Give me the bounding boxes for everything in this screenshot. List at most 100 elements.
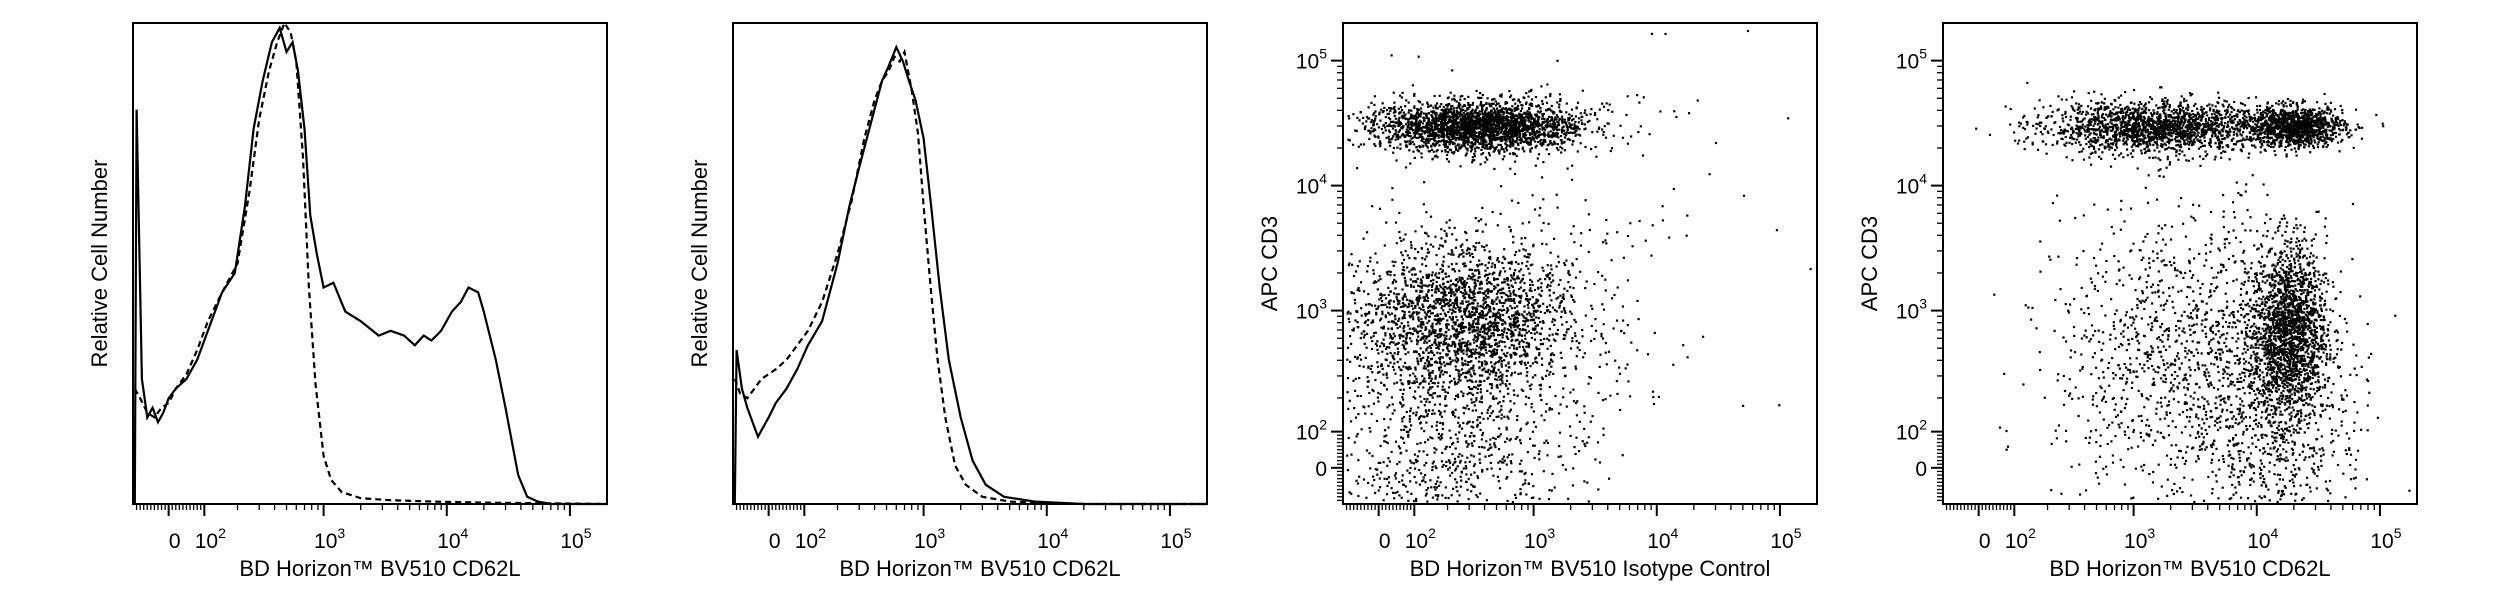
- scatter-point: [1438, 130, 1441, 134]
- scatter-point: [1512, 235, 1515, 238]
- scatter-point: [1444, 342, 1447, 345]
- scatter-point: [1516, 132, 1519, 135]
- scatter-point: [1574, 134, 1577, 137]
- scatter-point: [1459, 98, 1462, 101]
- scatter-point: [1557, 255, 1560, 258]
- scatter-point: [1483, 125, 1486, 128]
- scatter-point: [1478, 283, 1481, 286]
- scatter-point: [1502, 131, 1505, 134]
- scatter-point: [1574, 127, 1577, 130]
- scatter-point: [1428, 284, 1431, 287]
- scatter-point: [1502, 120, 1505, 123]
- scatter-point: [1431, 325, 1434, 328]
- scatter-point: [1463, 344, 1467, 347]
- scatter-point: [1487, 128, 1490, 131]
- scatter-point: [1453, 99, 1456, 102]
- x-tick-label: 102: [1405, 525, 1436, 553]
- scatter-point: [1519, 372, 1522, 375]
- scatter-point: [1454, 351, 1457, 354]
- scatter-point: [1431, 330, 1434, 333]
- scatter-point: [1424, 317, 1427, 320]
- scatter-point: [1523, 140, 1526, 144]
- scatter-point: [1521, 262, 1524, 265]
- scatter-point: [1509, 230, 1512, 233]
- scatter-point: [1430, 274, 1434, 277]
- scatter-point: [1374, 304, 1377, 307]
- scatter-point: [1522, 289, 1525, 293]
- scatter-point: [1455, 382, 1458, 385]
- scatter-point: [1463, 144, 1466, 147]
- scatter-point: [1488, 272, 1491, 275]
- scatter-point: [1524, 140, 1527, 143]
- scatter-point: [1472, 128, 1475, 131]
- scatter-point: [1439, 366, 1442, 369]
- scatter-point: [1381, 111, 1384, 114]
- scatter-point: [1575, 401, 1578, 405]
- scatter-point: [1376, 348, 1379, 351]
- scatter-point: [1454, 354, 1457, 357]
- scatter-point: [1513, 128, 1516, 131]
- scatter-point: [1502, 117, 1505, 120]
- scatter-point: [1480, 218, 1483, 221]
- scatter-point: [1471, 306, 1474, 309]
- scatter-point: [1518, 361, 1521, 364]
- scatter-point: [1562, 293, 1565, 296]
- scatter-point: [1431, 271, 1434, 274]
- scatter-point: [1492, 107, 1495, 110]
- scatter-point: [1583, 128, 1586, 131]
- scatter-point: [1496, 224, 1499, 227]
- scatter-point: [1469, 112, 1472, 115]
- scatter-point: [1391, 260, 1394, 263]
- scatter-point: [1546, 83, 1549, 86]
- scatter-point: [1523, 121, 1526, 124]
- scatter-point: [1449, 91, 1452, 94]
- scatter-point: [1494, 120, 1498, 123]
- scatter-point: [1408, 386, 1412, 389]
- scatter-point: [1381, 102, 1384, 105]
- scatter-point: [1450, 134, 1453, 137]
- scatter-point: [1513, 132, 1516, 135]
- scatter-point: [1402, 273, 1405, 276]
- scatter-point: [1555, 129, 1559, 132]
- scatter-point: [1384, 314, 1387, 317]
- scatter-point: [1575, 133, 1578, 136]
- scatter-point: [1564, 121, 1567, 124]
- scatter-point: [1462, 392, 1465, 395]
- scatter-point: [1518, 139, 1521, 142]
- scatter-point: [1496, 345, 1499, 348]
- scatter-point: [1424, 284, 1427, 287]
- scatter-point: [1417, 251, 1420, 254]
- scatter-point: [1432, 111, 1435, 114]
- scatter-point: [1442, 283, 1445, 286]
- scatter-point: [1436, 124, 1439, 128]
- scatter-point: [1398, 116, 1401, 119]
- scatter-point: [1469, 348, 1472, 352]
- scatter-point: [1422, 284, 1425, 287]
- scatter-point: [1529, 388, 1532, 391]
- scatter-point: [1553, 118, 1556, 121]
- scatter-point: [1496, 107, 1499, 110]
- scatter-point: [1490, 112, 1493, 115]
- scatter-point: [1441, 305, 1444, 308]
- scatter-point: [1505, 134, 1508, 137]
- scatter-point: [1467, 328, 1470, 331]
- scatter-point: [1467, 310, 1470, 313]
- scatter-point: [1625, 113, 1628, 117]
- scatter-point: [1527, 117, 1530, 120]
- scatter-point: [1382, 303, 1385, 307]
- scatter-point: [1468, 370, 1471, 373]
- scatter-point: [1460, 325, 1463, 328]
- scatter-point: [1506, 122, 1509, 125]
- scatter-point: [1372, 269, 1375, 272]
- plot-frame: [1342, 22, 1818, 505]
- scatter-point: [1527, 143, 1530, 146]
- scatter-point: [1449, 284, 1452, 287]
- scatter-point: [1442, 143, 1445, 146]
- scatter-point: [1460, 144, 1463, 147]
- scatter-point: [1528, 221, 1531, 224]
- scatter-point: [1467, 363, 1470, 366]
- scatter-point: [1451, 104, 1454, 108]
- scatter-point: [1486, 371, 1490, 374]
- scatter-point: [1611, 110, 1614, 113]
- scatter-point: [1556, 120, 1559, 124]
